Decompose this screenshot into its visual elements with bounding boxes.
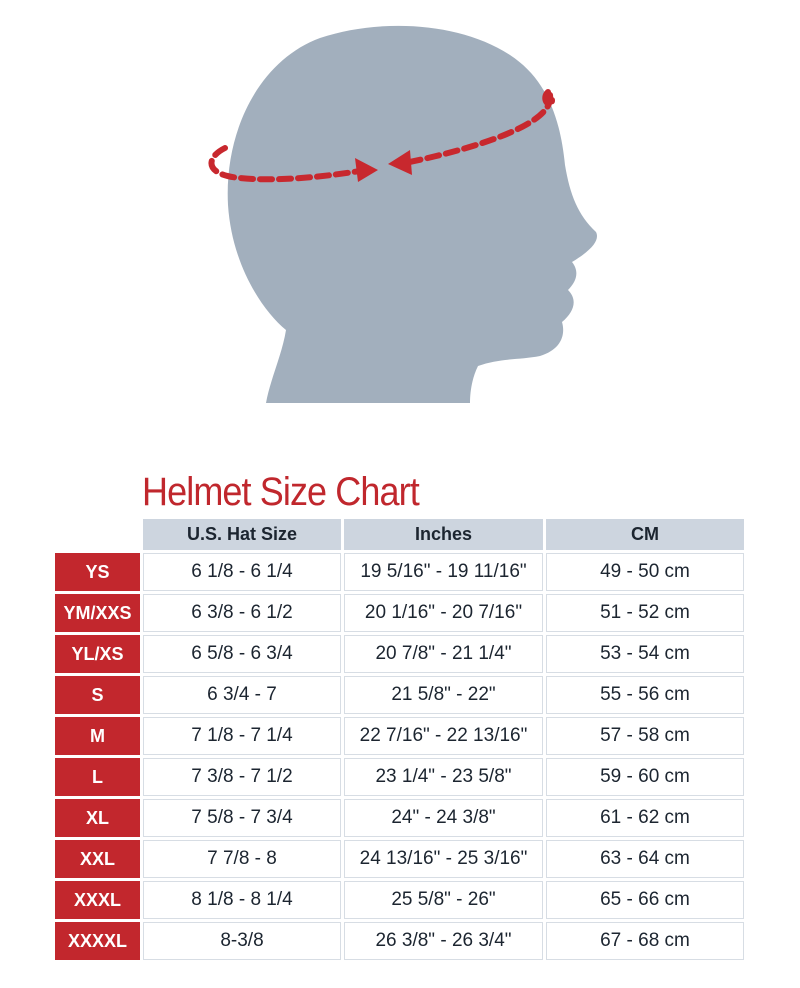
header-cm: CM [546,519,744,550]
hat-size-cell: 6 5/8 - 6 3/4 [143,635,341,673]
inches-cell: 25 5/8" - 26" [344,881,543,919]
cm-cell: 63 - 64 cm [546,840,744,878]
table-row: XXL 7 7/8 - 8 24 13/16" - 25 3/16" 63 - 64 … [55,840,744,878]
size-label: YM/XXS [55,594,140,632]
cm-cell: 65 - 66 cm [546,881,744,919]
table-row: YS 6 1/8 - 6 1/4 19 5/16" - 19 11/16" 49 - … [55,553,744,591]
header-blank [55,519,140,550]
size-label: XXXXL [55,922,140,960]
inches-cell: 24 13/16" - 25 3/16" [344,840,543,878]
arrow-left-icon [388,150,412,175]
inches-cell: 20 7/8" - 21 1/4" [344,635,543,673]
cm-cell: 57 - 58 cm [546,717,744,755]
cm-cell: 59 - 60 cm [546,758,744,796]
size-label: XXL [55,840,140,878]
inches-cell: 21 5/8" - 22" [344,676,543,714]
cm-cell: 67 - 68 cm [546,922,744,960]
cm-cell: 49 - 50 cm [546,553,744,591]
inches-cell: 22 7/16" - 22 13/16" [344,717,543,755]
size-label: S [55,676,140,714]
inches-cell: 24" - 24 3/8" [344,799,543,837]
size-label: L [55,758,140,796]
table-row: XXXXL 8-3/8 26 3/8" - 26 3/4" 67 - 68 cm [55,922,744,960]
inches-cell: 19 5/16" - 19 11/16" [344,553,543,591]
table-row: YL/XS 6 5/8 - 6 3/4 20 7/8" - 21 1/4" 53 - … [55,635,744,673]
table-header-row: U.S. Hat Size Inches CM [55,519,744,550]
measuring-band-icon [208,89,555,183]
header-hat-size: U.S. Hat Size [143,519,341,550]
hat-size-cell: 6 3/4 - 7 [143,676,341,714]
inches-cell: 23 1/4" - 23 5/8" [344,758,543,796]
head-silhouette [227,25,597,404]
hat-size-cell: 7 5/8 - 7 3/4 [143,799,341,837]
cm-cell: 53 - 54 cm [546,635,744,673]
cm-cell: 61 - 62 cm [546,799,744,837]
size-label: XXXL [55,881,140,919]
hat-size-cell: 8 1/8 - 8 1/4 [143,881,341,919]
table-row: XXXL 8 1/8 - 8 1/4 25 5/8" - 26" 65 - 66 cm [55,881,744,919]
size-label: YL/XS [55,635,140,673]
hat-size-cell: 7 1/8 - 7 1/4 [143,717,341,755]
size-label: XL [55,799,140,837]
hat-size-cell: 6 1/8 - 6 1/4 [143,553,341,591]
head-measurement-illustration [208,25,597,404]
hat-size-cell: 7 7/8 - 8 [143,840,341,878]
arrow-right-icon [355,158,378,182]
header-inches: Inches [344,519,543,550]
size-label: YS [55,553,140,591]
size-label: M [55,717,140,755]
hat-size-cell: 7 3/8 - 7 1/2 [143,758,341,796]
table-row: YM/XXS 6 3/8 - 6 1/2 20 1/16" - 20 7/16" 51… [55,594,744,632]
table-row: XL 7 5/8 - 7 3/4 24" - 24 3/8" 61 - 62 cm [55,799,744,837]
cm-cell: 51 - 52 cm [546,594,744,632]
cm-cell: 55 - 56 cm [546,676,744,714]
chart-title: Helmet Size Chart [142,470,420,514]
hat-size-cell: 6 3/8 - 6 1/2 [143,594,341,632]
inches-cell: 26 3/8" - 26 3/4" [344,922,543,960]
hat-size-cell: 8-3/8 [143,922,341,960]
inches-cell: 20 1/16" - 20 7/16" [344,594,543,632]
size-table: U.S. Hat Size Inches CM YS 6 1/8 - 6 1/4 1… [52,516,747,963]
